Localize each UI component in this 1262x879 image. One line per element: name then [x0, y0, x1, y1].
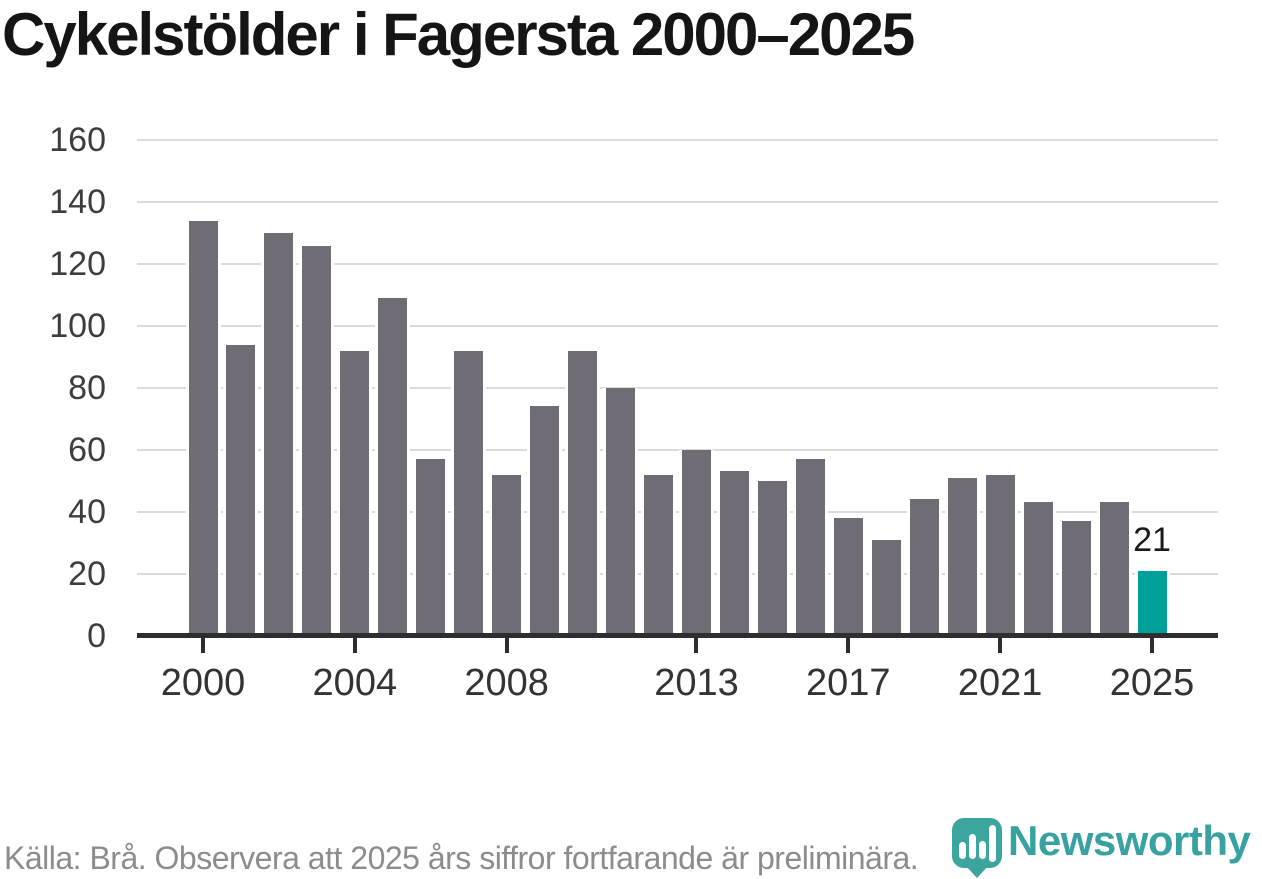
bar-2000: [185, 220, 221, 633]
bar-2022: [1020, 502, 1056, 633]
chart-title: Cykelstölder i Fagersta 2000–2025: [2, 1, 915, 68]
y-tick-label-80: 80: [68, 368, 106, 407]
bar-2025: [1134, 570, 1170, 633]
bar-2019: [906, 499, 942, 633]
bar-2001: [223, 344, 259, 633]
source-note: Källa: Brå. Observera att 2025 års siffr…: [4, 840, 919, 876]
logo-barchart-icon: [979, 841, 986, 859]
newsworthy-wordmark: Newsworthy: [1008, 817, 1251, 864]
y-tick-label-120: 120: [49, 245, 106, 284]
gridline-160: [137, 139, 1218, 142]
y-tick-label-0: 0: [87, 616, 106, 655]
x-tick-label-2025: 2025: [1109, 662, 1195, 704]
bar-2018: [868, 539, 904, 633]
bar-2003: [299, 245, 335, 633]
bar-2012: [641, 474, 677, 633]
gridline-100: [137, 325, 1218, 327]
gridline-140: [137, 201, 1218, 204]
bar-2016: [792, 459, 828, 633]
x-tick-2017: [846, 638, 851, 653]
gridline-120: [137, 263, 1218, 266]
x-tick-2013: [694, 638, 699, 653]
x-tick-label-2008: 2008: [464, 662, 549, 704]
bar-2014: [716, 471, 752, 633]
x-tick-label-2017: 2017: [806, 662, 891, 704]
bar-2008: [489, 474, 525, 633]
y-tick-label-100: 100: [49, 307, 106, 345]
bar-2024: [1096, 502, 1132, 633]
bar-2006: [413, 459, 449, 633]
bar-2002: [261, 233, 297, 633]
x-axis-line: [137, 633, 1218, 638]
bar-2005: [375, 298, 411, 633]
y-tick-label-20: 20: [68, 554, 106, 593]
bar-2007: [451, 350, 487, 633]
gridline-40: [137, 510, 1218, 513]
x-tick-2000: [201, 638, 205, 653]
bar-2015: [754, 480, 790, 633]
y-tick-label-160: 160: [49, 121, 106, 160]
x-tick-2004: [352, 638, 357, 653]
bar-2023: [1058, 520, 1094, 633]
highlight-value-label: 21: [1133, 520, 1171, 559]
x-tick-2021: [998, 638, 1003, 653]
gridline-80: [137, 386, 1218, 389]
y-tick-label-60: 60: [68, 430, 106, 469]
bar-2011: [603, 387, 639, 633]
bar-2017: [830, 517, 866, 633]
bar-2009: [527, 406, 563, 633]
bar-2010: [565, 350, 601, 633]
bar-2021: [982, 474, 1018, 633]
y-tick-label-40: 40: [68, 492, 106, 531]
logo-pin-tail-icon: [965, 865, 989, 878]
logo-barchart-icon: [959, 842, 966, 859]
y-tick-label-140: 140: [49, 183, 106, 222]
x-tick-label-2013: 2013: [654, 662, 739, 704]
x-tick-2008: [504, 638, 509, 653]
logo-barchart-icon: [969, 834, 976, 859]
gridline-20: [137, 572, 1218, 575]
bar-2020: [944, 477, 980, 633]
bar-2013: [678, 449, 714, 633]
logo-barchart-icon: [989, 825, 996, 862]
x-tick-label-2000: 2000: [160, 662, 246, 704]
x-tick-label-2021: 2021: [957, 662, 1043, 704]
x-tick-label-2004: 2004: [312, 662, 398, 704]
gridline-60: [137, 448, 1218, 451]
bar-2004: [337, 350, 373, 633]
x-tick-2025: [1150, 638, 1154, 653]
